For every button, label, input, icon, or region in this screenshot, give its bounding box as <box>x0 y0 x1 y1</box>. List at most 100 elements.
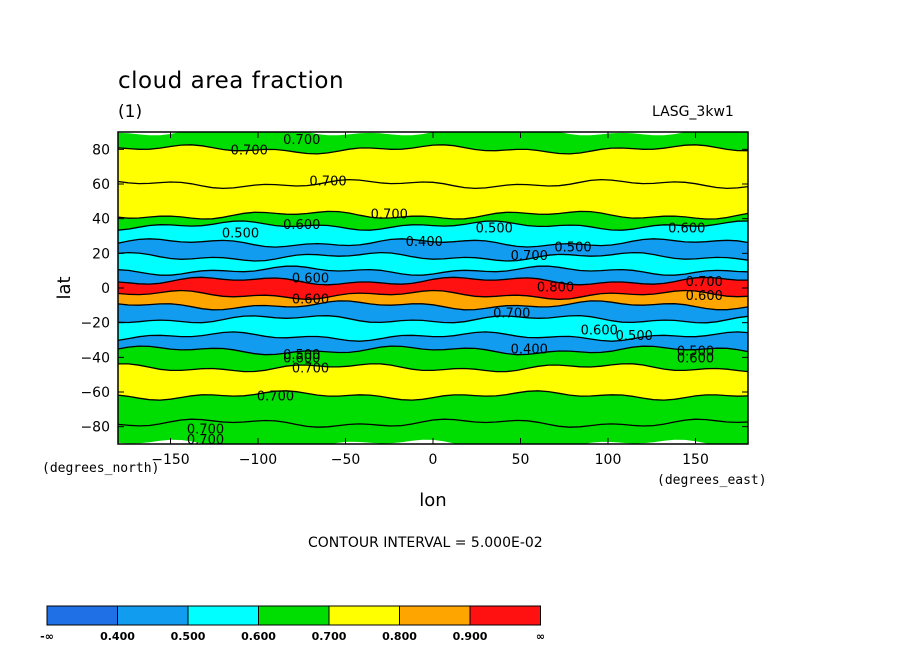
contour-label: 0.600 <box>581 324 618 339</box>
contour-band <box>118 419 748 444</box>
colorbar-tick-label: 0.500 <box>171 630 206 643</box>
contour-line <box>118 331 748 342</box>
contour-band <box>118 221 748 248</box>
contour-line <box>118 314 748 324</box>
contour-label: 0.500 <box>677 344 714 359</box>
contour-label: 0.600 <box>292 272 329 287</box>
colorbar-tick-label: 0.900 <box>453 630 488 643</box>
contour-band <box>118 132 748 154</box>
contour-label: 0.600 <box>677 351 714 366</box>
y-axis-label: lat <box>54 276 75 299</box>
contour-label: 0.700 <box>309 175 346 190</box>
contour-label: 0.800 <box>537 280 574 295</box>
contour-band <box>118 390 748 428</box>
contour-label: 0.700 <box>511 249 548 264</box>
contour-label: 0.500 <box>476 221 513 236</box>
contour-band <box>118 315 748 342</box>
contour-label: 0.600 <box>668 221 705 236</box>
contour-label: 0.700 <box>371 207 408 222</box>
contour-band <box>118 238 748 261</box>
contour-label: 0.500 <box>616 329 653 344</box>
x-tick-label: −50 <box>331 452 361 468</box>
contour-label: 0.700 <box>493 306 530 321</box>
contour-band <box>118 252 748 276</box>
colorbar-swatch <box>46 605 118 626</box>
contour-line <box>118 418 748 428</box>
colorbar-tick-label: 0.600 <box>241 630 276 643</box>
contour-band <box>118 179 748 219</box>
y-tick-label: 20 <box>92 246 110 262</box>
y-tick-label: −60 <box>80 385 110 401</box>
contour-label: 0.700 <box>686 275 723 290</box>
contour-line <box>118 390 748 401</box>
chart-units: (1) <box>118 102 143 122</box>
contour-label: 0.400 <box>511 343 548 358</box>
colorbar-tick-label: 0.800 <box>382 630 417 643</box>
contour-line <box>118 276 748 286</box>
colorbar-swatch <box>258 605 330 626</box>
colorbar-swatch <box>399 605 471 626</box>
y-tick-label: 60 <box>92 177 110 193</box>
y-tick-label: −80 <box>80 420 110 436</box>
contour-band <box>118 144 748 189</box>
x-tick-label: −150 <box>151 452 189 468</box>
colorbar-tick-label: -∞ <box>40 630 54 643</box>
contour-band <box>118 277 748 300</box>
contour-line <box>118 238 748 248</box>
contour-line <box>118 210 748 220</box>
contour-label: 0.700 <box>292 362 329 377</box>
x-tick-label: 100 <box>595 452 622 468</box>
contour-label: 0.500 <box>222 227 259 242</box>
y-tick-label: −40 <box>80 350 110 366</box>
contour-line <box>118 251 748 262</box>
contour-label: 0.700 <box>187 422 224 437</box>
contour-interval: CONTOUR INTERVAL = 5.000E-02 <box>308 535 543 551</box>
axes: −150 −100 −50 0 50 100 150 80 60 40 20 0 −20 −40 −60 −8… <box>80 132 748 468</box>
contour-label: 0.700 <box>257 389 294 404</box>
contour-line <box>118 144 748 155</box>
contour-line <box>118 265 748 276</box>
contour-band <box>118 346 748 372</box>
contour-band <box>118 266 748 285</box>
x-tick-label: −100 <box>239 452 277 468</box>
contour-line <box>118 363 748 373</box>
contour-label: 0.400 <box>406 235 443 250</box>
x-tick-label: 50 <box>512 452 530 468</box>
contour-label: 0.700 <box>231 143 268 158</box>
colorbar-swatch <box>187 605 259 626</box>
contour-lines <box>118 144 748 428</box>
contour-line <box>118 289 748 301</box>
y-tick-label: −20 <box>80 316 110 332</box>
colorbar-tick-label: ∞ <box>536 630 545 643</box>
contour-line <box>118 178 748 190</box>
colorbar-tick-label: 0.700 <box>312 630 347 643</box>
colorbar: -∞ 0.400 0.500 0.600 0.700 0.800 0.900 ∞ <box>40 605 545 643</box>
colorbar-swatch <box>469 605 541 626</box>
contour-label: 0.600 <box>686 289 723 304</box>
y-tick-label: 40 <box>92 212 110 228</box>
model-name: LASG_3kw1 <box>652 104 734 120</box>
contour-label: 0.500 <box>283 348 320 363</box>
colorbar-swatch <box>117 605 189 626</box>
contour-label: 0.700 <box>187 433 224 448</box>
colorbar-tick-label: 0.400 <box>100 630 135 643</box>
colorbar-swatch <box>328 605 400 626</box>
y-tick-label: 80 <box>92 142 110 158</box>
y-axis-unit: (degrees_north) <box>42 461 159 476</box>
contour-label: 0.600 <box>292 292 329 307</box>
contour-line <box>118 220 748 231</box>
contour-line <box>118 300 748 311</box>
contour-line <box>118 345 748 356</box>
y-tick-label: 0 <box>101 281 110 297</box>
x-axis-label: lon <box>419 490 446 511</box>
contour-label: 0.700 <box>283 133 320 148</box>
chart-title: cloud area fraction <box>118 68 345 94</box>
contour-label: 0.600 <box>283 218 320 233</box>
x-tick-label: 150 <box>682 452 709 468</box>
contour-label: 0.500 <box>554 240 591 255</box>
x-tick-label: 0 <box>429 452 438 468</box>
x-axis-unit: (degrees_east) <box>657 473 767 488</box>
contour-label: 0.600 <box>283 351 320 366</box>
